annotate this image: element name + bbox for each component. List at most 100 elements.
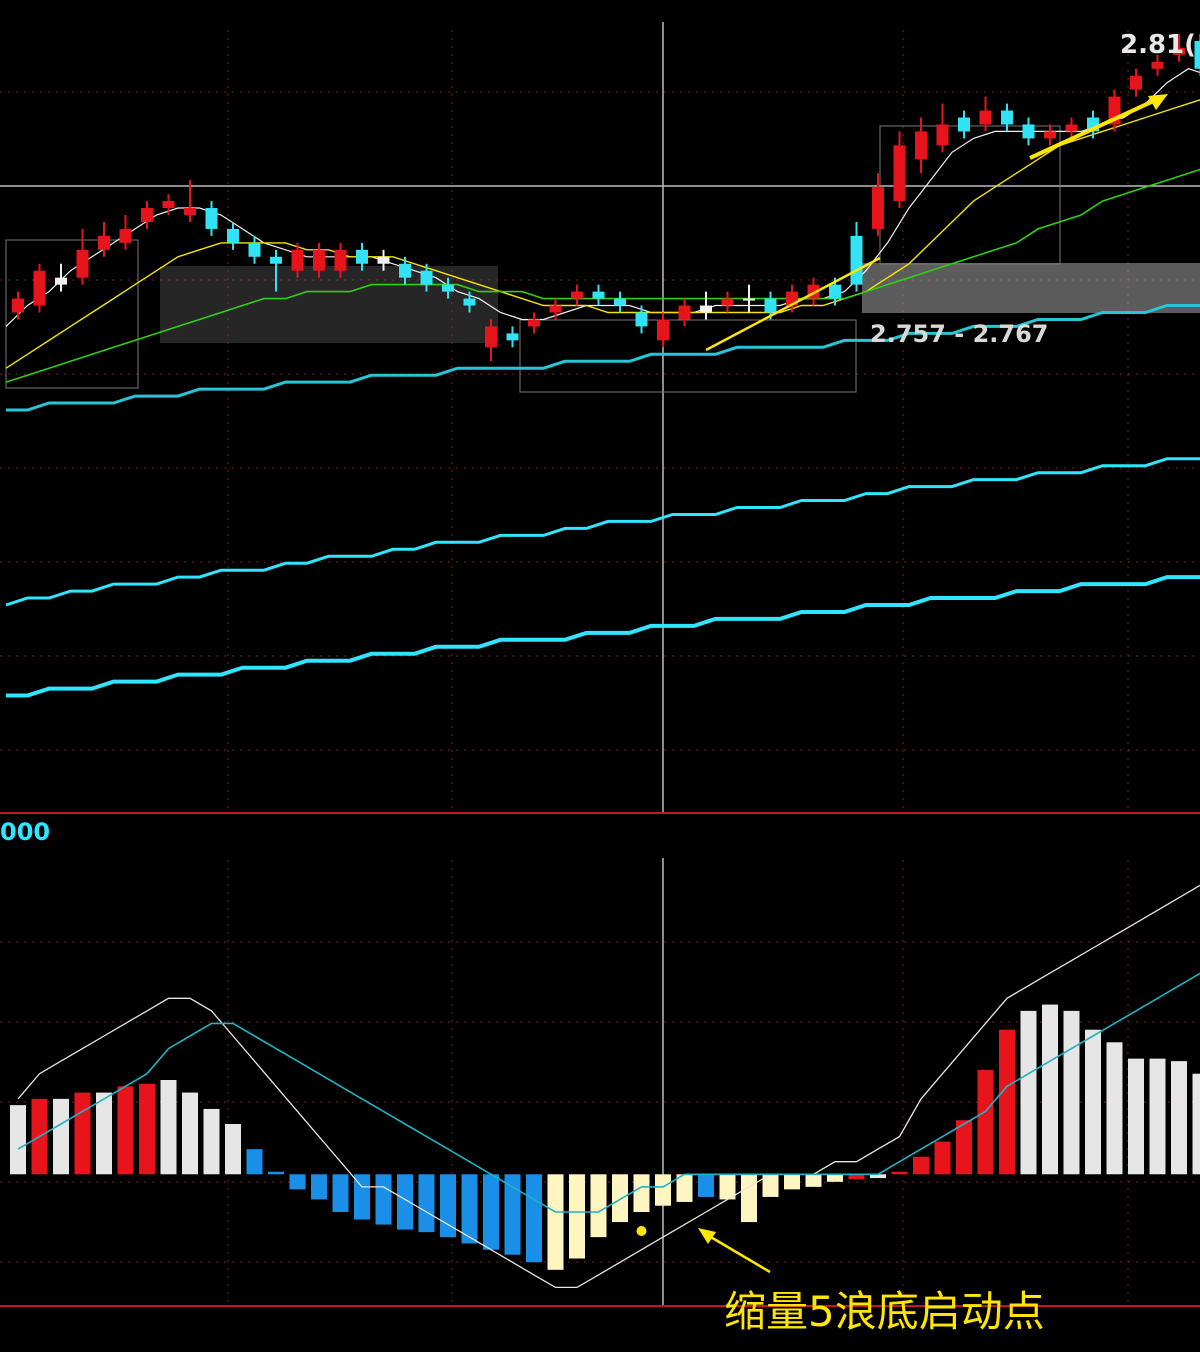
candle (1173, 33, 1185, 62)
candle (743, 284, 755, 313)
candle (721, 291, 734, 313)
candle-body (1001, 110, 1013, 125)
candle (958, 110, 970, 139)
candle-body (700, 305, 712, 313)
candle (356, 242, 368, 271)
macd-bar (504, 1174, 521, 1255)
macd-bar (311, 1174, 327, 1200)
candle-body (829, 284, 841, 299)
ma250-line (6, 575, 1200, 698)
macd-bar (569, 1174, 585, 1259)
candle (506, 326, 519, 348)
trend-arrow-head (1148, 94, 1168, 110)
macd-bar (483, 1174, 499, 1250)
candle-body (1065, 124, 1078, 132)
macd-bar (870, 1174, 886, 1179)
candle-body (33, 270, 46, 306)
candle (1001, 103, 1013, 132)
macd-bar (182, 1092, 198, 1175)
macd-bar (203, 1108, 220, 1175)
candle (549, 298, 562, 320)
macd-bar (913, 1156, 929, 1175)
candle (12, 291, 24, 320)
candle (420, 263, 433, 292)
dif-line (17, 884, 1200, 1289)
candle-body (506, 333, 519, 341)
trend-arrow (705, 256, 881, 352)
candle (55, 263, 67, 292)
macd-bar (397, 1174, 413, 1230)
macd-axis-label: 000 (0, 818, 51, 846)
trend-arrows (705, 94, 1168, 352)
candle-body (12, 298, 24, 313)
macd-bar (934, 1141, 951, 1175)
macd-bar (246, 1149, 263, 1175)
macd-histogram (10, 1004, 1200, 1270)
candle-body (893, 145, 906, 202)
candle (291, 242, 304, 278)
ma60-line (6, 304, 1200, 412)
ma10-line (5, 99, 1200, 369)
candle-body (291, 249, 304, 271)
candle-body (399, 263, 411, 278)
candle-body (635, 312, 648, 327)
candle-body (872, 187, 884, 229)
macd-bar (526, 1174, 542, 1263)
candle (119, 215, 132, 250)
candle-body (549, 305, 562, 313)
candle (1065, 117, 1078, 139)
candle (141, 201, 153, 229)
macd-bar (1063, 1010, 1080, 1175)
candle-body (313, 249, 325, 271)
macd-bar (74, 1092, 91, 1175)
candle-body (571, 291, 583, 299)
candle-body (614, 298, 626, 306)
macd-bar (418, 1174, 435, 1233)
macd-bar (117, 1086, 134, 1175)
annotation-text: 缩量5浪底启动点 (724, 1287, 1045, 1336)
macd-bar (1106, 1042, 1123, 1175)
candle (270, 249, 282, 292)
macd-bar (332, 1174, 349, 1212)
candle-body (1194, 40, 1200, 69)
macd-bar (1020, 1010, 1037, 1175)
candle-body (248, 242, 261, 257)
macd-bar (461, 1174, 478, 1244)
candle-body (936, 124, 949, 146)
annotation-arrow-head (698, 1228, 716, 1244)
candle-body (442, 284, 454, 292)
macd-bar (633, 1174, 650, 1212)
candle-body (463, 298, 476, 306)
candle-body (1130, 75, 1142, 90)
candle (936, 103, 949, 153)
candle-body (485, 326, 497, 348)
macd-bar (612, 1174, 628, 1223)
candle (678, 298, 691, 327)
candle-body (979, 110, 992, 125)
candle (915, 117, 927, 174)
moving-average-lines (5, 68, 1200, 698)
macd-bar (848, 1174, 865, 1180)
macd-bar (354, 1174, 370, 1220)
macd-bar (268, 1171, 284, 1175)
candle (485, 319, 497, 362)
macd-bar (1085, 1029, 1101, 1175)
price-box (519, 319, 857, 393)
dea-line (17, 972, 1200, 1213)
macd-bar (698, 1174, 714, 1197)
candle-body (1022, 124, 1035, 139)
macd-bar (655, 1174, 671, 1206)
price-high-label: 2.81( (1120, 30, 1197, 60)
macd-bar (139, 1083, 155, 1175)
candle (635, 305, 648, 334)
candle-body (915, 131, 927, 160)
macd-bar (977, 1069, 994, 1175)
macd-bar (827, 1174, 843, 1182)
candle (614, 291, 626, 313)
macd-bar (160, 1080, 177, 1175)
candle-body (850, 235, 863, 285)
macd-bar (10, 1105, 26, 1175)
candle (528, 312, 540, 334)
candle (399, 256, 411, 285)
candle (700, 291, 712, 320)
